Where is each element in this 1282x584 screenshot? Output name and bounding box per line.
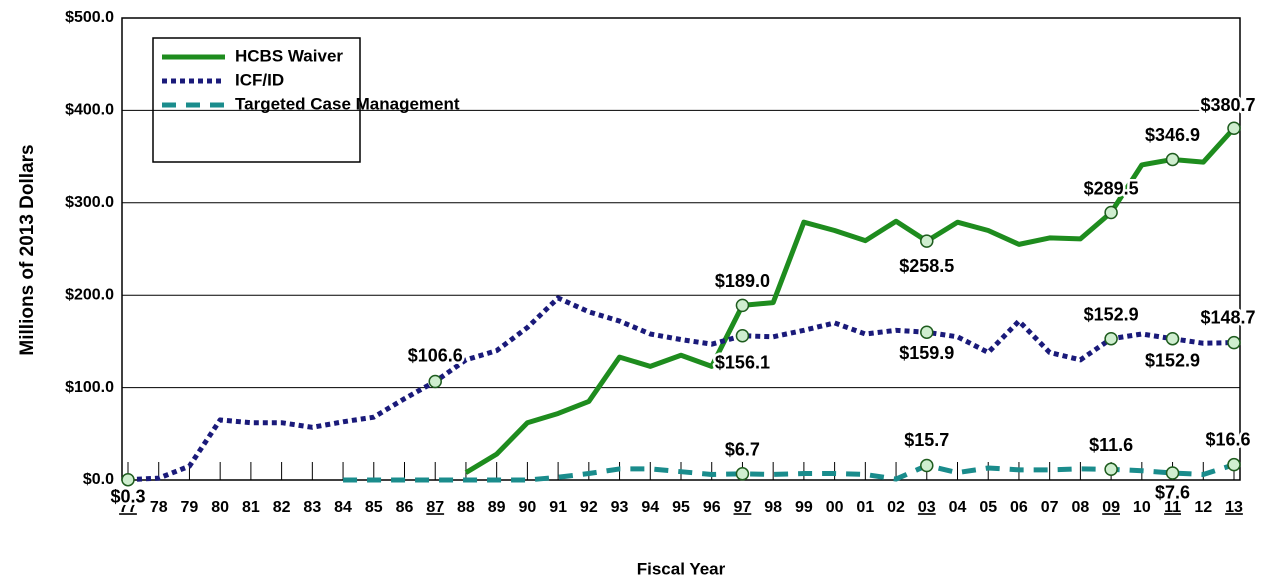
x-tick-label: 12	[1194, 499, 1212, 516]
x-tick-label: 00	[826, 499, 844, 516]
data-marker	[920, 325, 934, 340]
data-label: $289.5	[1084, 178, 1139, 198]
legend-label: HCBS Waiver	[235, 46, 343, 65]
data-label: $16.6	[1205, 429, 1250, 449]
x-tick-label: 98	[764, 499, 782, 516]
data-label: $380.7	[1200, 95, 1255, 115]
x-tick-label: 87	[426, 499, 444, 516]
x-tick-label: 83	[303, 499, 321, 516]
y-tick-label: $500.0	[65, 9, 114, 26]
data-marker	[920, 234, 934, 248]
y-tick-label: $0.0	[83, 471, 114, 488]
x-tick-label: 93	[611, 499, 629, 516]
x-tick-label: 92	[580, 499, 598, 516]
x-tick-label: 95	[672, 499, 690, 516]
data-label: $189.0	[715, 271, 770, 291]
x-tick-label: 81	[242, 499, 260, 516]
data-label: $11.6	[1089, 435, 1133, 455]
x-tick-label: 89	[488, 499, 506, 516]
data-marker	[1165, 466, 1180, 480]
x-tick-label: 08	[1071, 499, 1089, 516]
x-tick-label: 09	[1102, 499, 1120, 516]
data-label: $7.6	[1155, 483, 1190, 503]
data-marker	[1165, 152, 1180, 167]
x-tick-label: 79	[181, 499, 199, 516]
x-tick-label: 84	[334, 499, 352, 516]
x-tick-label: 96	[703, 499, 721, 516]
x-tick-label: 06	[1010, 499, 1028, 516]
x-tick-label: 85	[365, 499, 383, 516]
data-marker	[735, 329, 750, 343]
data-label: $6.7	[725, 440, 760, 460]
x-tick-label: 04	[949, 499, 967, 516]
x-tick-label: 10	[1133, 499, 1151, 516]
x-tick-label: 99	[795, 499, 813, 516]
data-marker	[1227, 121, 1241, 135]
data-label: $152.9	[1084, 304, 1139, 324]
data-marker	[1104, 462, 1118, 477]
data-marker	[1104, 205, 1118, 220]
x-tick-label: 03	[918, 499, 936, 516]
y-tick-label: $200.0	[65, 286, 114, 303]
data-marker	[428, 374, 442, 389]
data-marker	[920, 458, 934, 473]
y-tick-label: $300.0	[65, 194, 114, 211]
x-tick-label: 88	[457, 499, 475, 516]
series-line	[127, 295, 1235, 483]
x-tick-label: 13	[1225, 499, 1243, 516]
data-marker	[1227, 335, 1241, 350]
data-label: $15.7	[904, 430, 949, 450]
x-tick-label: 82	[273, 499, 291, 516]
data-label: $346.9	[1145, 125, 1200, 145]
x-tick-label: 80	[211, 499, 229, 516]
data-marker	[735, 298, 750, 313]
data-label: $152.9	[1145, 350, 1200, 370]
data-marker	[1165, 331, 1180, 346]
data-marker	[1104, 331, 1118, 346]
x-tick-label: 90	[518, 499, 536, 516]
data-label: $258.5	[899, 256, 954, 276]
data-label: $148.7	[1200, 307, 1255, 327]
y-tick-label: $100.0	[65, 379, 114, 396]
x-tick-label: 02	[887, 499, 905, 516]
series-line	[343, 462, 1235, 483]
legend-label: Targeted Case Management	[235, 94, 460, 113]
x-tick-label: 97	[734, 499, 752, 516]
y-tick-label: $400.0	[65, 102, 114, 119]
data-label: $159.9	[899, 343, 954, 363]
data-marker	[1227, 457, 1241, 472]
x-tick-label: 94	[641, 499, 659, 516]
x-tick-label: 77	[119, 499, 137, 516]
legend-label: ICF/ID	[235, 70, 284, 89]
x-tick-label: 01	[856, 499, 874, 516]
x-tick-label: 11	[1164, 499, 1181, 516]
x-tick-label: 86	[396, 499, 414, 516]
x-axis-label: Fiscal Year	[637, 559, 726, 578]
data-label: $106.6	[408, 345, 463, 365]
data-marker	[121, 472, 135, 487]
y-axis-label: Millions of 2013 Dollars	[17, 144, 38, 355]
x-tick-label: 91	[549, 499, 567, 516]
data-marker	[735, 467, 750, 481]
x-tick-label: 05	[979, 499, 997, 516]
x-tick-label: 78	[150, 499, 168, 516]
data-label: $0.3	[110, 486, 145, 506]
x-tick-label: 07	[1041, 499, 1059, 516]
data-label: $156.1	[715, 353, 770, 373]
